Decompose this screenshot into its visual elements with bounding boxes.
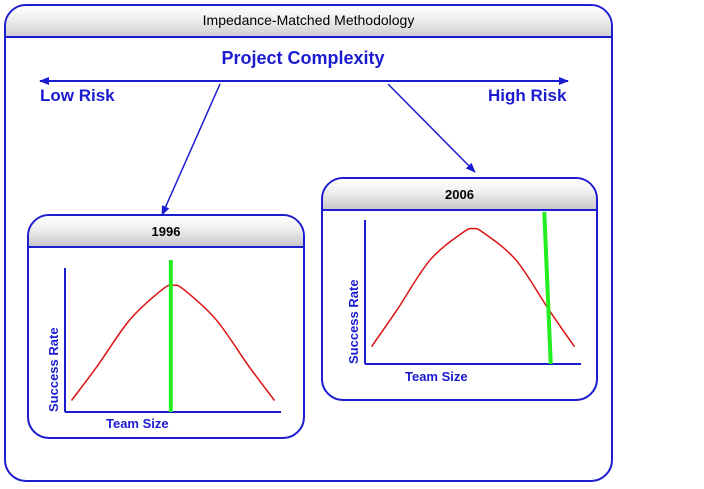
arrow-to-2006: [387, 83, 476, 173]
arrow-to-1996: [161, 83, 221, 216]
low-risk-label: Low Risk: [40, 86, 115, 105]
panel-1996-header: 1996: [29, 216, 303, 248]
chart-2006-x-label: Team Size: [405, 369, 468, 384]
chart-2006-y-label: Success Rate: [346, 279, 361, 364]
frame-title: Impedance-Matched Methodology: [202, 12, 415, 28]
panel-1996: 1996 Team Size Success Rate: [27, 214, 305, 439]
chart-2006: Team Size Success Rate: [346, 211, 581, 384]
chart-2006-marker-line: [542, 211, 553, 365]
frame-header: Impedance-Matched Methodology: [6, 6, 611, 38]
panel-2006: 2006 Team Size Success Rate: [321, 177, 598, 401]
chart-2006-success-curve: [370, 227, 576, 348]
panel-1996-title: 1996: [151, 224, 181, 239]
high-risk-label: High Risk: [488, 86, 567, 105]
panel-2006-title: 2006: [445, 187, 474, 202]
chart-1996: Team Size Success Rate: [46, 260, 281, 431]
chart-1996-success-curve: [70, 284, 276, 401]
chart-1996-y-label: Success Rate: [46, 327, 61, 412]
panel-2006-header: 2006: [323, 179, 596, 211]
project-complexity-heading: Project Complexity: [221, 48, 385, 68]
chart-1996-x-label: Team Size: [106, 416, 169, 431]
